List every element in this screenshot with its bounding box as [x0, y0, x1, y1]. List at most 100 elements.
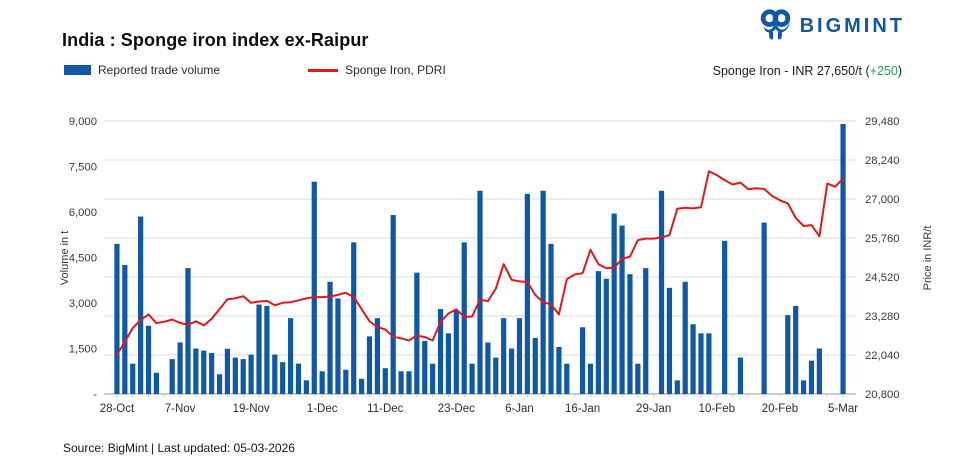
volume-bar — [272, 354, 278, 394]
volume-bar — [169, 359, 175, 394]
x-axis-label: 29-Jan — [636, 403, 671, 415]
volume-bar — [256, 304, 262, 394]
volume-bar — [430, 363, 436, 394]
price-line-swatch-icon — [308, 68, 339, 72]
x-axis-label: 19-Nov — [233, 403, 270, 415]
volume-bar — [209, 353, 215, 394]
volume-bar — [461, 242, 467, 394]
volume-bar — [737, 357, 744, 394]
volume-bar — [153, 372, 160, 394]
volume-bar — [280, 362, 286, 394]
x-axis-label: 16-Jan — [565, 403, 600, 415]
legend-item-volume: Reported trade volume — [64, 63, 220, 77]
volume-bar — [422, 340, 428, 394]
y-axis-label-right: 29,480 — [865, 116, 900, 128]
volume-bar — [785, 315, 791, 394]
x-axis-label: 5-Mar — [828, 403, 858, 415]
y-axis-label-right: 24,520 — [865, 272, 900, 284]
price-delta: +250 — [869, 64, 898, 78]
bigmint-logo: BIGMINT — [759, 9, 905, 43]
volume-bar — [658, 190, 665, 394]
current-price-note: Sponge Iron - INR 27,650/t (+250) — [712, 64, 902, 78]
volume-bar — [816, 348, 822, 394]
y-axis-label-right: 25,760 — [865, 233, 900, 245]
x-axis-label: 1-Dec — [307, 403, 338, 415]
y-axis-label-left: 4,500 — [69, 253, 97, 265]
volume-bar — [643, 268, 649, 394]
y-axis-label-left: - — [93, 389, 97, 401]
x-axis-label: 23-Dec — [438, 403, 475, 415]
volume-bar — [138, 216, 144, 394]
volume-bar — [248, 354, 254, 394]
volume-bar — [185, 268, 191, 394]
volume-bar — [437, 309, 444, 394]
volume-bar — [193, 348, 199, 394]
x-axis-label: 6-Jan — [505, 403, 534, 415]
volume-bar — [556, 346, 562, 394]
volume-bar — [706, 333, 712, 394]
volume-bar — [611, 213, 617, 394]
volume-bar — [690, 324, 696, 394]
price-line — [115, 170, 845, 356]
volume-bar — [224, 348, 231, 394]
volume-bar — [114, 243, 120, 394]
volume-bar — [406, 371, 412, 394]
volume-bar — [287, 318, 294, 394]
volume-bar — [516, 318, 523, 394]
y-axis-label-right: 27,000 — [865, 194, 900, 206]
y-axis-label-left: 3,000 — [69, 298, 97, 310]
volume-bar — [635, 363, 641, 394]
bigmint-logo-icon — [760, 9, 790, 40]
volume-bar — [382, 368, 388, 394]
volume-bar — [485, 342, 491, 394]
chart-legend: Reported trade volume Sponge Iron, PDRI — [64, 63, 446, 77]
x-axis-label: 7-Nov — [165, 403, 196, 415]
volume-bar — [327, 281, 333, 394]
y-axis-label-left: 7,500 — [69, 162, 97, 174]
x-axis-label: 20-Feb — [762, 403, 798, 415]
volume-bar — [532, 337, 538, 394]
source-note: Source: BigMint | Last updated: 05-03-20… — [63, 441, 295, 455]
volume-swatch-icon — [64, 65, 91, 75]
volume-bar — [311, 181, 317, 394]
volume-bar — [351, 242, 357, 394]
volume-bar — [469, 363, 475, 394]
y-axis-label-right: 22,040 — [865, 350, 900, 362]
volume-bar — [145, 325, 152, 394]
volume-bar — [501, 318, 507, 394]
volume-bar — [595, 271, 601, 394]
volume-bar — [587, 363, 594, 394]
x-axis-label: 28-Oct — [100, 403, 135, 415]
volume-bar — [540, 190, 546, 394]
legend-price-label: Sponge Iron, PDRI — [345, 63, 446, 77]
volume-bar — [493, 357, 499, 394]
volume-bar — [698, 333, 704, 394]
volume-bar — [445, 333, 452, 394]
volume-bar — [524, 193, 530, 394]
volume-bar — [398, 371, 404, 394]
volume-bar — [177, 342, 183, 394]
volume-bar — [627, 274, 633, 394]
volume-bar — [793, 306, 799, 394]
volume-bar — [366, 336, 373, 394]
y-axis-label-right: 20,800 — [865, 389, 900, 401]
volume-bar — [359, 378, 365, 394]
volume-bar — [761, 222, 767, 394]
volume-bar — [619, 225, 625, 394]
volume-bar — [808, 360, 815, 394]
y-axis-label-left: 9,000 — [69, 116, 97, 128]
volume-bar — [674, 380, 680, 394]
volume-bar — [548, 243, 554, 394]
volume-bar — [564, 363, 570, 394]
volume-bar — [335, 298, 341, 394]
volume-bar — [343, 369, 349, 394]
volume-bar — [295, 363, 302, 394]
legend-item-price: Sponge Iron, PDRI — [308, 63, 446, 77]
volume-bar — [682, 281, 688, 394]
y-axis-label-right: 28,240 — [865, 155, 900, 167]
volume-bar — [603, 278, 609, 394]
x-axis-label: 11-Dec — [367, 403, 403, 415]
volume-bar — [666, 287, 673, 394]
volume-bar — [303, 380, 309, 394]
